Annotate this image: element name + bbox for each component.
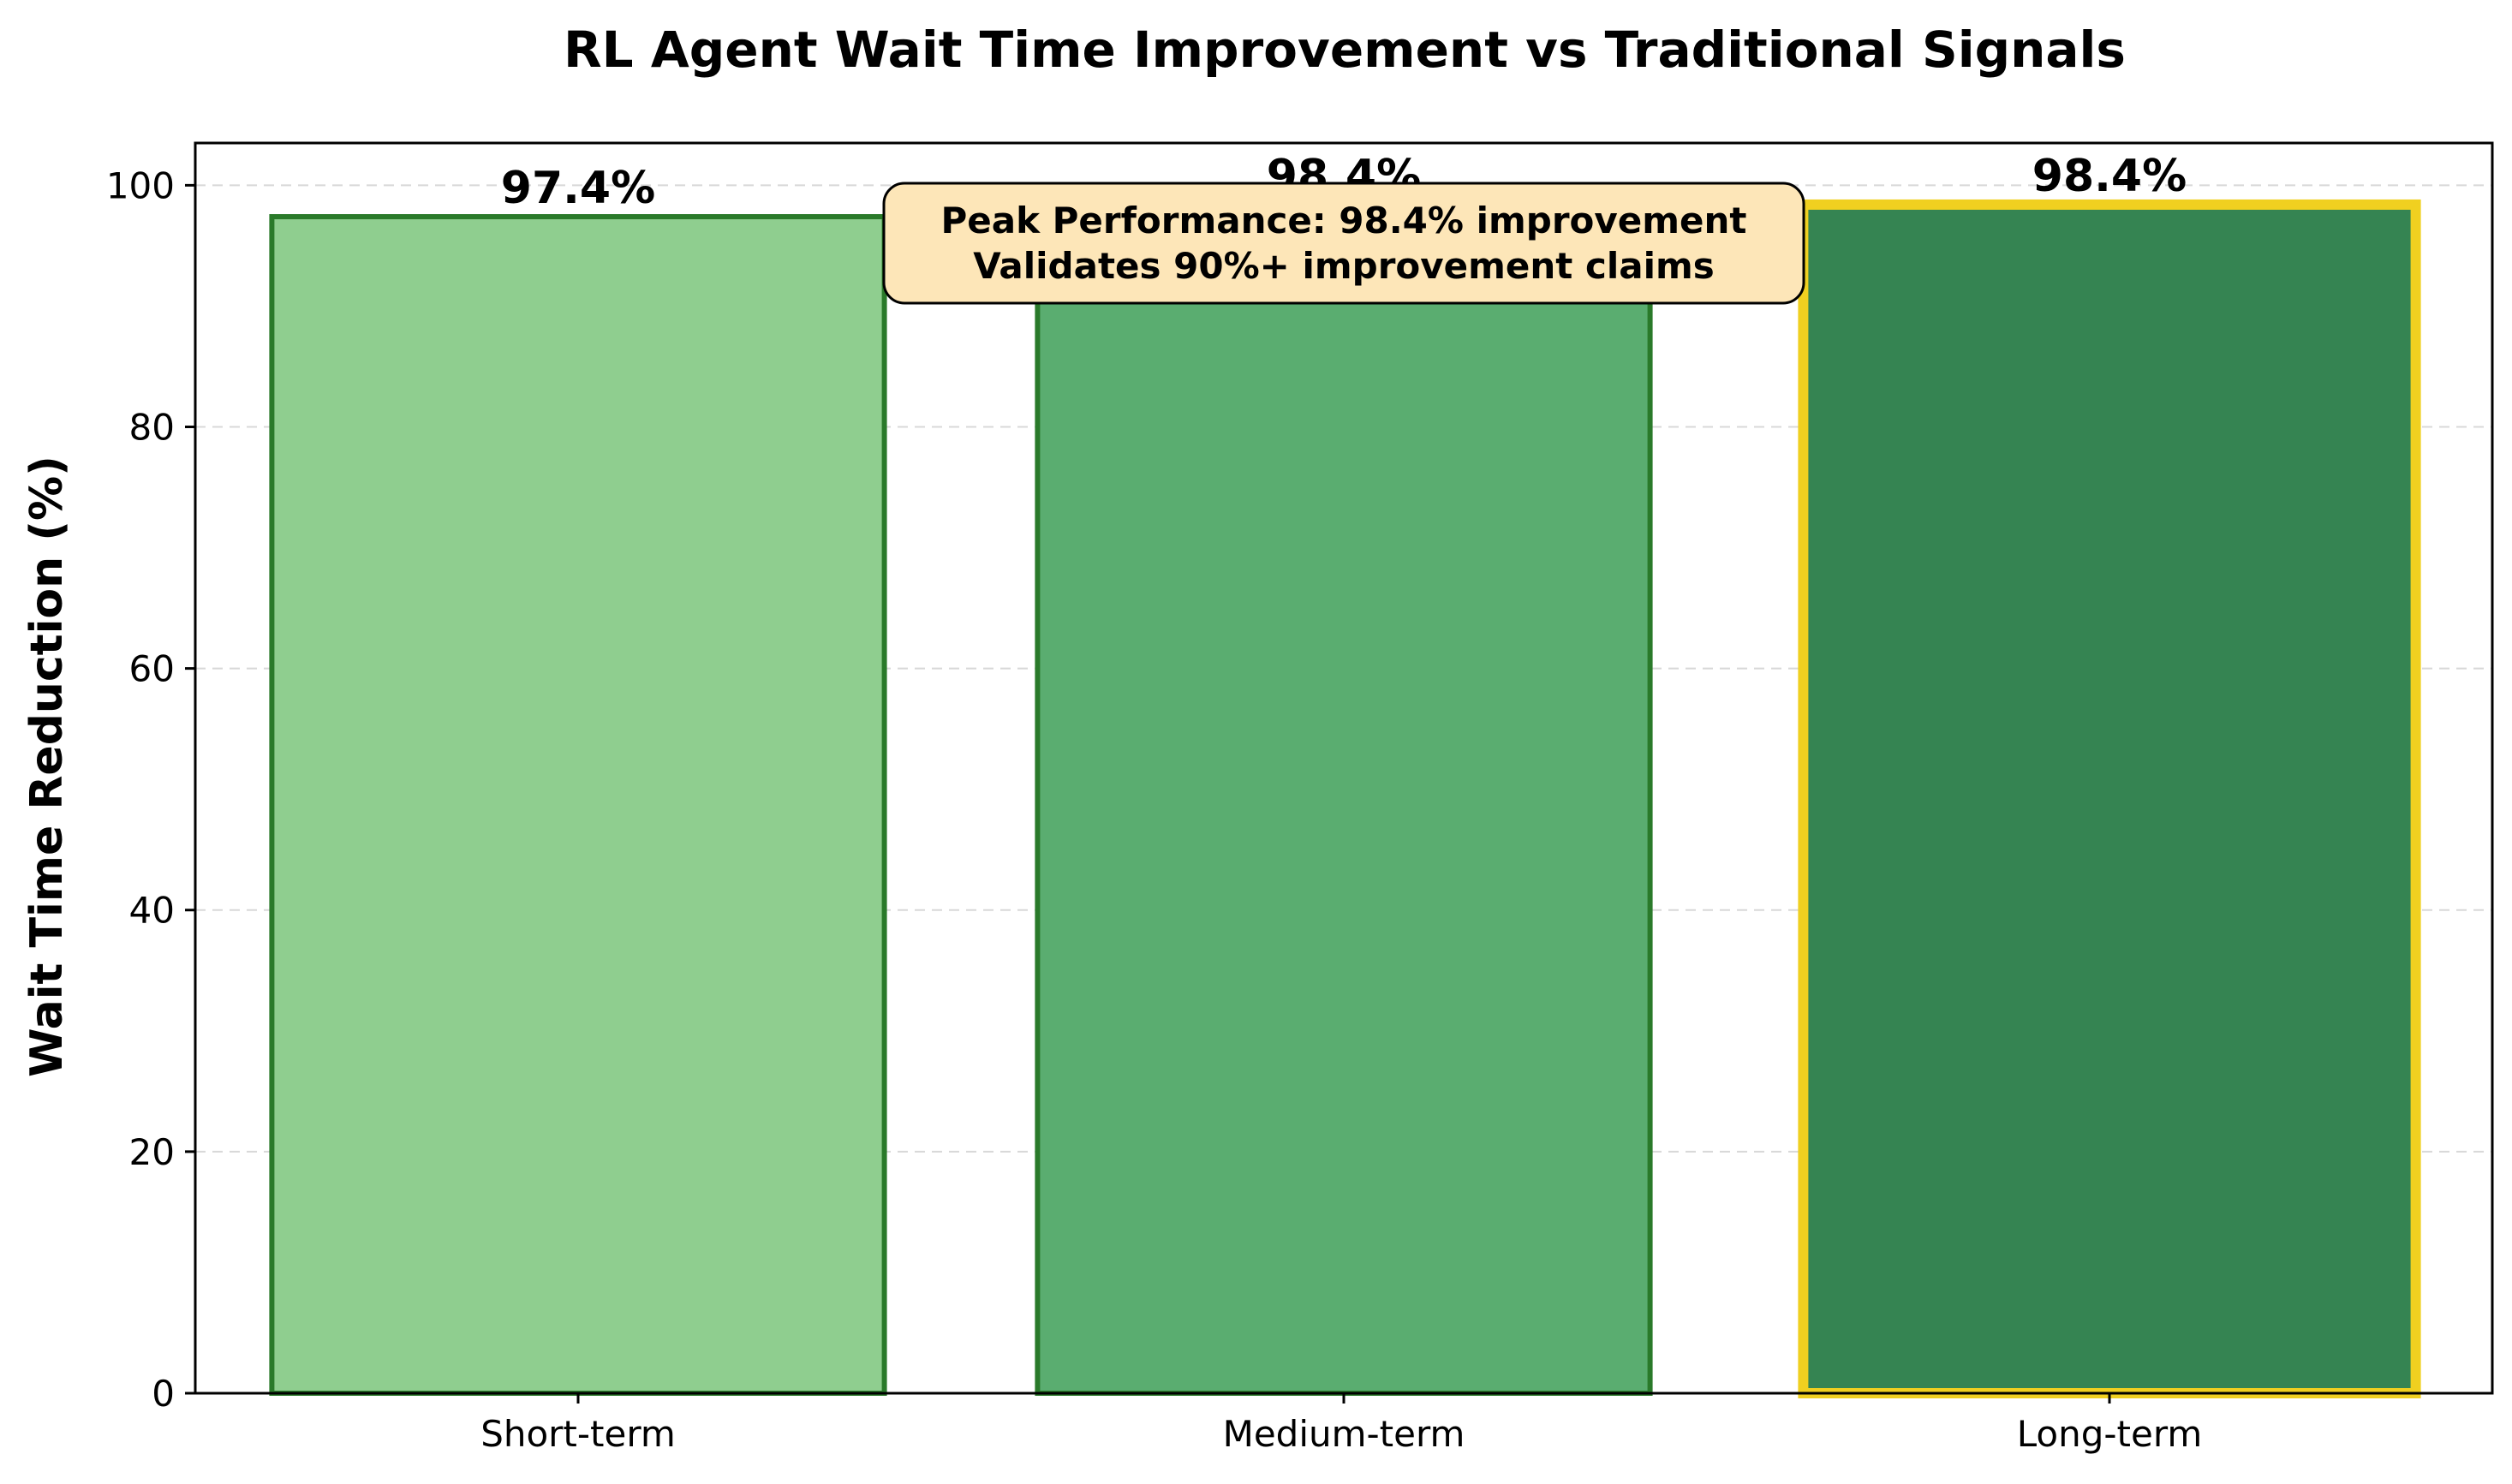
x-tick-label: Medium-term xyxy=(1223,1413,1465,1455)
chart-title: RL Agent Wait Time Improvement vs Tradit… xyxy=(564,21,2126,79)
ticks: 0 20 40 60 80 100 Short-term Medium-term Long-te… xyxy=(106,164,2202,1455)
bar xyxy=(1035,201,1653,1397)
y-tick-label: 0 xyxy=(152,1373,175,1415)
y-tick-label: 40 xyxy=(129,890,175,932)
y-tick-label: 80 xyxy=(129,406,175,448)
bar-value-label: 98.4% xyxy=(2032,151,2187,202)
y-tick-label: 60 xyxy=(129,648,175,690)
bars xyxy=(269,199,2421,1399)
x-tick-label: Long-term xyxy=(2017,1413,2203,1455)
bar-value-label: 97.4% xyxy=(501,163,655,214)
peak-annotation: Peak Performance: 98.4% improvementValid… xyxy=(882,182,1805,305)
y-tick-label: 100 xyxy=(106,164,175,206)
bar xyxy=(269,214,887,1396)
annotation-line: Peak Performance: 98.4% improvement xyxy=(940,200,1746,241)
y-axis-label: Wait Time Reduction (%) xyxy=(21,456,73,1077)
annotation-box xyxy=(882,182,1805,305)
annotation-line: Validates 90%+ improvement claims xyxy=(973,245,1715,287)
x-tick-label: Short-term xyxy=(480,1413,676,1455)
bar xyxy=(1798,199,2421,1399)
y-tick-label: 20 xyxy=(129,1131,175,1173)
